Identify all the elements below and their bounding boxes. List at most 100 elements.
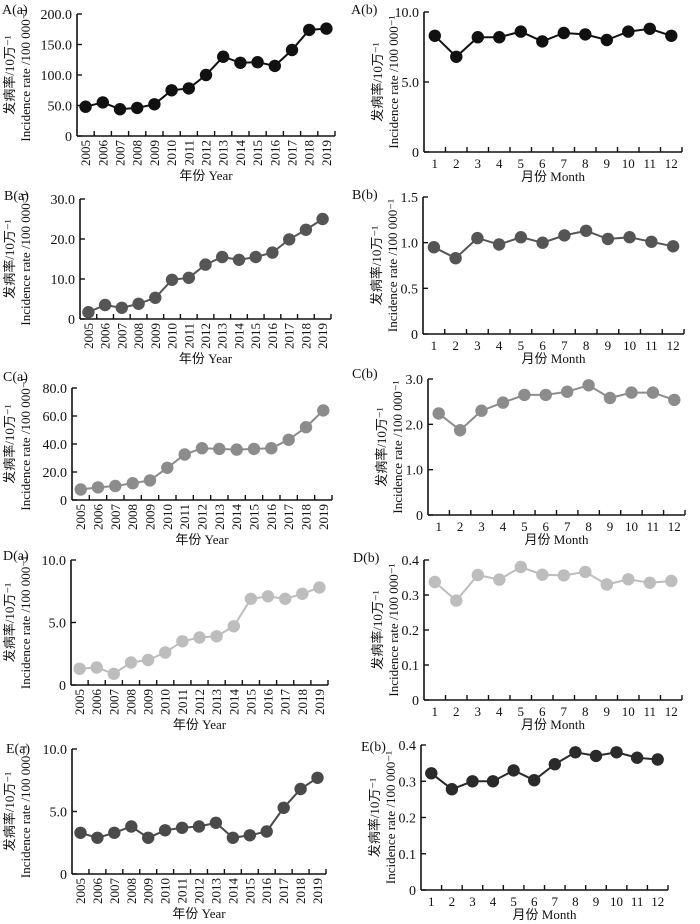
data-point bbox=[518, 388, 531, 402]
data-point bbox=[91, 831, 104, 844]
data-point bbox=[645, 235, 658, 248]
x-axis-title: 年份 Year bbox=[179, 168, 233, 183]
y-tick-label: 3.0 bbox=[406, 373, 424, 388]
x-tick-label: 2008 bbox=[125, 504, 140, 530]
data-point bbox=[91, 481, 105, 494]
x-tick-label: 2015 bbox=[250, 140, 265, 166]
x-tick-label: 3 bbox=[474, 338, 481, 353]
x-tick-label: 10 bbox=[625, 519, 638, 534]
data-point bbox=[561, 385, 574, 398]
data-point bbox=[651, 753, 664, 766]
data-point bbox=[296, 587, 309, 600]
x-tick-label: 5 bbox=[521, 519, 528, 534]
x-tick-label: 8 bbox=[582, 704, 589, 719]
data-point bbox=[557, 26, 570, 40]
data-point bbox=[143, 474, 157, 487]
x-tick-label: 7 bbox=[564, 519, 571, 534]
x-tick-label: 2018 bbox=[302, 140, 317, 166]
x-tick-label: 8 bbox=[585, 519, 592, 534]
x-tick-label: 2019 bbox=[316, 504, 331, 530]
x-tick-label: 6 bbox=[539, 338, 546, 353]
data-point bbox=[107, 667, 121, 680]
x-axis-title: 年份 Year bbox=[179, 351, 233, 366]
data-point bbox=[493, 573, 506, 586]
y-tick-label: 10.0 bbox=[43, 743, 68, 758]
y-tick-label: 0.5 bbox=[401, 282, 419, 297]
y-axis-title-cn: 发病率/10万⁻¹ bbox=[370, 590, 385, 669]
data-point bbox=[261, 590, 275, 603]
data-point bbox=[294, 782, 307, 796]
data-point bbox=[471, 568, 484, 582]
y-axis-title-en: Incidence rate /100 000⁻¹ bbox=[18, 377, 33, 510]
data-point bbox=[176, 635, 189, 648]
data-point bbox=[536, 236, 549, 249]
x-tick-label: 2005 bbox=[81, 323, 96, 349]
y-tick-label: 0 bbox=[416, 509, 423, 524]
x-tick-label: 2015 bbox=[248, 323, 263, 349]
data-point bbox=[514, 25, 527, 38]
x-tick-label: 1 bbox=[431, 338, 438, 353]
x-tick-label: 3 bbox=[478, 519, 485, 534]
x-tick-label: 5 bbox=[518, 704, 525, 719]
data-point bbox=[299, 421, 313, 434]
data-point bbox=[449, 252, 462, 265]
data-point bbox=[232, 253, 246, 266]
y-tick-label: 1.5 bbox=[401, 191, 419, 206]
data-point bbox=[126, 477, 139, 490]
data-point bbox=[108, 826, 121, 839]
data-point bbox=[507, 764, 520, 777]
data-point bbox=[450, 50, 463, 63]
x-tick-label: 6 bbox=[531, 894, 538, 909]
y-tick-label: 30.0 bbox=[51, 193, 76, 208]
x-tick-label: 2017 bbox=[281, 504, 296, 531]
y-axis-title-cn: 发病率/10万⁻¹ bbox=[2, 583, 17, 662]
x-tick-label: 2009 bbox=[148, 323, 163, 349]
x-tick-label: 2019 bbox=[312, 689, 327, 715]
data-point bbox=[90, 661, 103, 674]
data-point bbox=[265, 442, 278, 455]
x-tick-label: 2018 bbox=[295, 689, 310, 715]
x-tick-label: 2 bbox=[453, 156, 460, 171]
x-axis-title: 月份 Month bbox=[522, 351, 586, 366]
data-point bbox=[96, 96, 110, 109]
data-point bbox=[428, 29, 441, 42]
data-point bbox=[514, 560, 527, 574]
panel-label: B(a) bbox=[4, 189, 29, 204]
x-tick-label: 2011 bbox=[175, 689, 190, 715]
x-tick-label: 2007 bbox=[106, 689, 121, 716]
x-axis-title: 年份 Year bbox=[172, 906, 226, 921]
x-tick-label: 4 bbox=[496, 704, 503, 719]
y-tick-label: 10.0 bbox=[395, 6, 420, 21]
y-tick-label: 0 bbox=[68, 313, 75, 328]
x-tick-label: 2018 bbox=[298, 323, 313, 349]
data-point bbox=[303, 23, 316, 37]
x-tick-label: 12 bbox=[667, 338, 680, 353]
y-tick-label: 20.0 bbox=[51, 233, 76, 248]
y-tick-label: 1.0 bbox=[401, 237, 419, 252]
series-line bbox=[434, 27, 672, 59]
x-tick-label: 2012 bbox=[192, 878, 207, 904]
x-tick-label: 4 bbox=[490, 894, 497, 909]
x-tick-label: 5 bbox=[518, 338, 525, 353]
x-tick-label: 2017 bbox=[278, 689, 293, 716]
data-point bbox=[528, 774, 541, 787]
data-point bbox=[285, 43, 299, 57]
data-point bbox=[209, 816, 223, 829]
x-tick-label: 2016 bbox=[265, 323, 280, 350]
x-tick-label: 2014 bbox=[233, 140, 248, 167]
x-tick-label: 4 bbox=[496, 156, 503, 171]
x-tick-label: 2014 bbox=[225, 878, 240, 905]
data-point bbox=[665, 29, 678, 42]
x-tick-label: 12 bbox=[668, 519, 681, 534]
y-tick-label: 1.0 bbox=[406, 464, 424, 479]
data-point bbox=[213, 442, 226, 456]
data-point bbox=[569, 746, 582, 759]
data-point bbox=[175, 821, 189, 834]
y-axis-title-cn: 发病率/10万⁻¹ bbox=[374, 407, 389, 486]
y-tick-label: 100.0 bbox=[41, 69, 73, 84]
x-tick-label: 2008 bbox=[130, 140, 145, 166]
panel-label: C(a) bbox=[3, 370, 28, 385]
